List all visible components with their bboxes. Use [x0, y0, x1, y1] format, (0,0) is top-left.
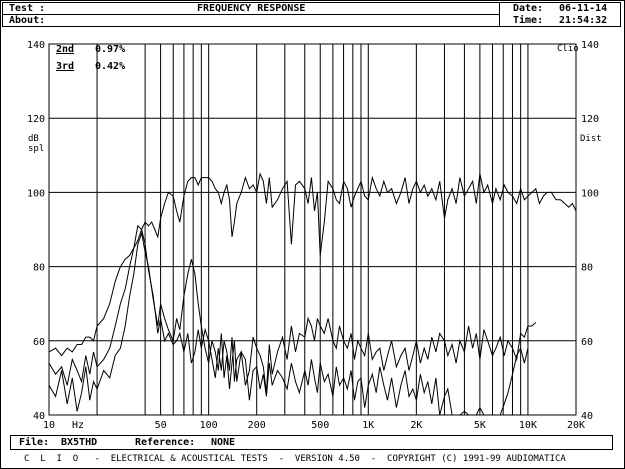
y-tick-label-right: 120: [581, 114, 599, 125]
credits-text: C L I O - ELECTRICAL & ACOUSTICAL TESTS …: [24, 454, 566, 464]
series-line-3: [48, 231, 529, 416]
date-label: Date:: [513, 3, 544, 14]
credits-line: C L I O - ELECTRICAL & ACOUSTICAL TESTS …: [2, 453, 619, 465]
x-tick-label: 10: [43, 420, 55, 431]
legend-3rd-value: 0.42%: [95, 61, 126, 72]
file-bar: File: BX5THD Reference: NONE: [10, 435, 613, 450]
y-axis-unit-left: spl: [28, 144, 44, 154]
chart-labels: 40 40 60 60 80 80 100 100 120 120 140 140 10 50 100 200…: [27, 40, 602, 431]
reference-value: NONE: [211, 437, 236, 448]
legend: 2nd 0.97% 3rd 0.42%: [53, 44, 163, 78]
page-title: FREQUENCY RESPONSE: [197, 3, 306, 14]
y-tick-label-left: 80: [33, 263, 45, 274]
about-label: About:: [9, 15, 46, 26]
x-unit-label: Hz: [72, 420, 84, 431]
file-value: BX5THD: [61, 437, 98, 448]
header-vertical-divider: [499, 3, 500, 26]
header-bar: Test : About: FREQUENCY RESPONSE Date: 0…: [2, 2, 621, 27]
x-tick-label: 1K: [362, 420, 374, 431]
y-axis-label-right: Dist: [580, 134, 602, 144]
date-value: 06-11-14: [559, 3, 608, 14]
x-tick-label: 10K: [519, 420, 537, 431]
test-label: Test :: [9, 3, 46, 14]
y-tick-label-left: 140: [27, 40, 45, 51]
chart-grid: [48, 43, 577, 416]
time-value: 21:54:32: [559, 15, 608, 26]
time-label: Time:: [513, 15, 544, 26]
x-tick-label: 2K: [410, 420, 422, 431]
x-tick-label: 50: [155, 420, 167, 431]
y-tick-label-right: 60: [581, 337, 593, 348]
y-tick-label-left: 40: [33, 411, 45, 422]
x-tick-label: 200: [248, 420, 266, 431]
series-line-1: [48, 172, 577, 357]
y-tick-label-left: 120: [27, 114, 45, 125]
x-tick-label: 20K: [567, 420, 585, 431]
x-tick-label: 100: [200, 420, 218, 431]
y-tick-label-right: 40: [581, 411, 593, 422]
y-axis-label-left: dB: [28, 134, 39, 144]
x-tick-label: 500: [311, 420, 329, 431]
y-tick-label-left: 100: [27, 188, 45, 199]
x-tick-label: 5K: [474, 420, 486, 431]
legend-2nd-value: 0.97%: [95, 44, 126, 55]
header-divider: [3, 14, 499, 15]
clio-tag: Clio: [557, 44, 579, 54]
reference-label: Reference:: [135, 437, 196, 448]
plot-border: [48, 43, 577, 416]
y-tick-label-right: 80: [581, 263, 593, 274]
y-tick-label-right: 100: [581, 188, 599, 199]
chart-series: [48, 172, 577, 416]
y-tick-label-right: 140: [581, 40, 599, 51]
y-tick-label-left: 60: [33, 337, 45, 348]
legend-2nd-label: 2nd: [56, 44, 75, 55]
legend-3rd-label: 3rd: [56, 61, 75, 72]
file-label: File:: [19, 437, 50, 448]
